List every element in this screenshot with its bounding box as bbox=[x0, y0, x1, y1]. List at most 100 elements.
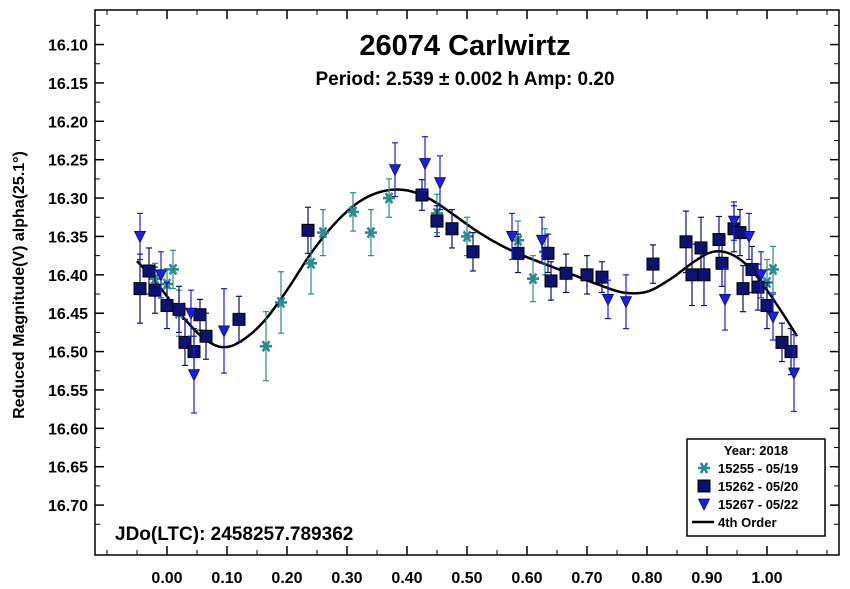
data-point bbox=[760, 281, 774, 330]
marker-triangle bbox=[133, 231, 147, 244]
x-tick-label: 1.00 bbox=[751, 570, 782, 587]
data-point bbox=[646, 244, 660, 284]
data-point bbox=[415, 179, 429, 211]
legend-label: 15255 - 05/19 bbox=[718, 461, 798, 476]
marker-stroke bbox=[384, 192, 394, 204]
legend-entry: 4th Order bbox=[692, 515, 777, 530]
x-tick-label: 0.60 bbox=[511, 570, 542, 587]
marker-triangle bbox=[388, 164, 402, 177]
data-point bbox=[736, 265, 750, 313]
marker-square bbox=[172, 302, 186, 316]
legend-entry: 15267 - 05/22 bbox=[697, 497, 798, 512]
data-point bbox=[544, 261, 558, 301]
y-axis-label: Reduced Magnitude(V) alpha(25.1°) bbox=[11, 151, 28, 419]
data-point bbox=[535, 216, 549, 264]
marker-triangle bbox=[535, 234, 549, 248]
marker-stroke bbox=[699, 462, 709, 474]
data-point bbox=[388, 142, 402, 198]
y-tick-label: 16.65 bbox=[48, 460, 88, 477]
marker-triangle bbox=[154, 269, 168, 282]
data-point bbox=[445, 208, 459, 249]
marker-triangle bbox=[433, 177, 447, 190]
data-point bbox=[365, 208, 377, 257]
data-point bbox=[433, 155, 447, 211]
data-point bbox=[154, 251, 168, 299]
marker-triangle bbox=[727, 215, 741, 228]
data-point bbox=[511, 233, 525, 274]
data-point bbox=[718, 268, 732, 331]
y-tick-label: 16.60 bbox=[48, 421, 88, 438]
marker-triangle bbox=[184, 307, 198, 321]
data-point bbox=[727, 201, 741, 241]
marker-square bbox=[160, 299, 174, 313]
marker-square bbox=[646, 257, 660, 271]
marker-triangle bbox=[619, 296, 633, 309]
y-tick-label: 16.35 bbox=[48, 229, 88, 246]
data-point bbox=[418, 136, 432, 191]
x-tick-label: 0.00 bbox=[151, 570, 182, 587]
marker-square bbox=[199, 329, 213, 343]
marker-triangle bbox=[601, 293, 615, 307]
marker-square bbox=[736, 282, 750, 296]
data-point bbox=[232, 295, 246, 343]
legend-label: 15262 - 05/20 bbox=[718, 479, 798, 494]
data-point bbox=[305, 232, 317, 295]
marker-triangle bbox=[742, 231, 756, 244]
legend-entries: 15255 - 05/19 15262 - 05/20 15267 - 05/22 4… bbox=[692, 461, 798, 530]
data-point bbox=[466, 232, 480, 272]
marker-stroke bbox=[768, 263, 778, 276]
marker-square bbox=[697, 268, 711, 282]
x-tick-label: 0.50 bbox=[451, 570, 482, 587]
y-tick-label: 16.25 bbox=[48, 153, 88, 170]
marker-square bbox=[511, 246, 525, 260]
data-point bbox=[580, 255, 594, 295]
marker-triangle bbox=[187, 369, 201, 382]
marker-square bbox=[595, 270, 609, 284]
data-point bbox=[541, 233, 555, 274]
marker-square bbox=[415, 188, 429, 202]
marker-square bbox=[751, 280, 765, 294]
marker-triangle bbox=[787, 367, 801, 380]
marker-square bbox=[559, 266, 573, 280]
x-tick-label: 0.70 bbox=[571, 570, 602, 587]
data-point bbox=[601, 279, 615, 320]
y-tick-label: 16.45 bbox=[48, 306, 88, 323]
data-point bbox=[715, 239, 729, 287]
data-point bbox=[167, 249, 179, 290]
chart-title: 26074 Carlwirtz bbox=[359, 30, 570, 62]
marker-square bbox=[580, 268, 594, 282]
data-point bbox=[767, 245, 779, 294]
marker-square bbox=[715, 256, 729, 270]
marker-stroke bbox=[348, 206, 358, 218]
y-tick-label: 16.20 bbox=[48, 114, 88, 131]
data-point bbox=[527, 255, 539, 303]
x-tick-label: 0.20 bbox=[271, 570, 302, 587]
x-tick-label: 0.80 bbox=[631, 570, 662, 587]
y-tick-label: 16.40 bbox=[48, 268, 88, 285]
marker-square bbox=[541, 246, 555, 260]
marker-square bbox=[430, 214, 444, 228]
marker-square bbox=[760, 299, 774, 313]
marker-triangle bbox=[418, 158, 432, 171]
marker-triangle bbox=[697, 498, 711, 511]
legend-label: 4th Order bbox=[718, 515, 777, 530]
marker-stroke bbox=[462, 230, 472, 243]
marker-square bbox=[784, 345, 798, 359]
marker-square bbox=[697, 479, 711, 493]
data-point bbox=[754, 251, 768, 299]
epoch-annotation: JDo(LTC): 2458257.789362 bbox=[115, 524, 353, 545]
x-tick-label: 0.90 bbox=[691, 570, 722, 587]
y-tick-label: 16.55 bbox=[48, 383, 88, 400]
data-point bbox=[430, 205, 444, 238]
marker-square bbox=[679, 235, 693, 249]
marker-stroke bbox=[528, 272, 538, 285]
marker-square bbox=[133, 282, 147, 296]
marker-stroke bbox=[261, 340, 271, 353]
legend-box bbox=[686, 438, 826, 537]
data-point bbox=[766, 293, 780, 341]
data-point bbox=[619, 274, 633, 330]
y-tick-label: 16.70 bbox=[48, 498, 88, 515]
data-point bbox=[505, 212, 519, 261]
